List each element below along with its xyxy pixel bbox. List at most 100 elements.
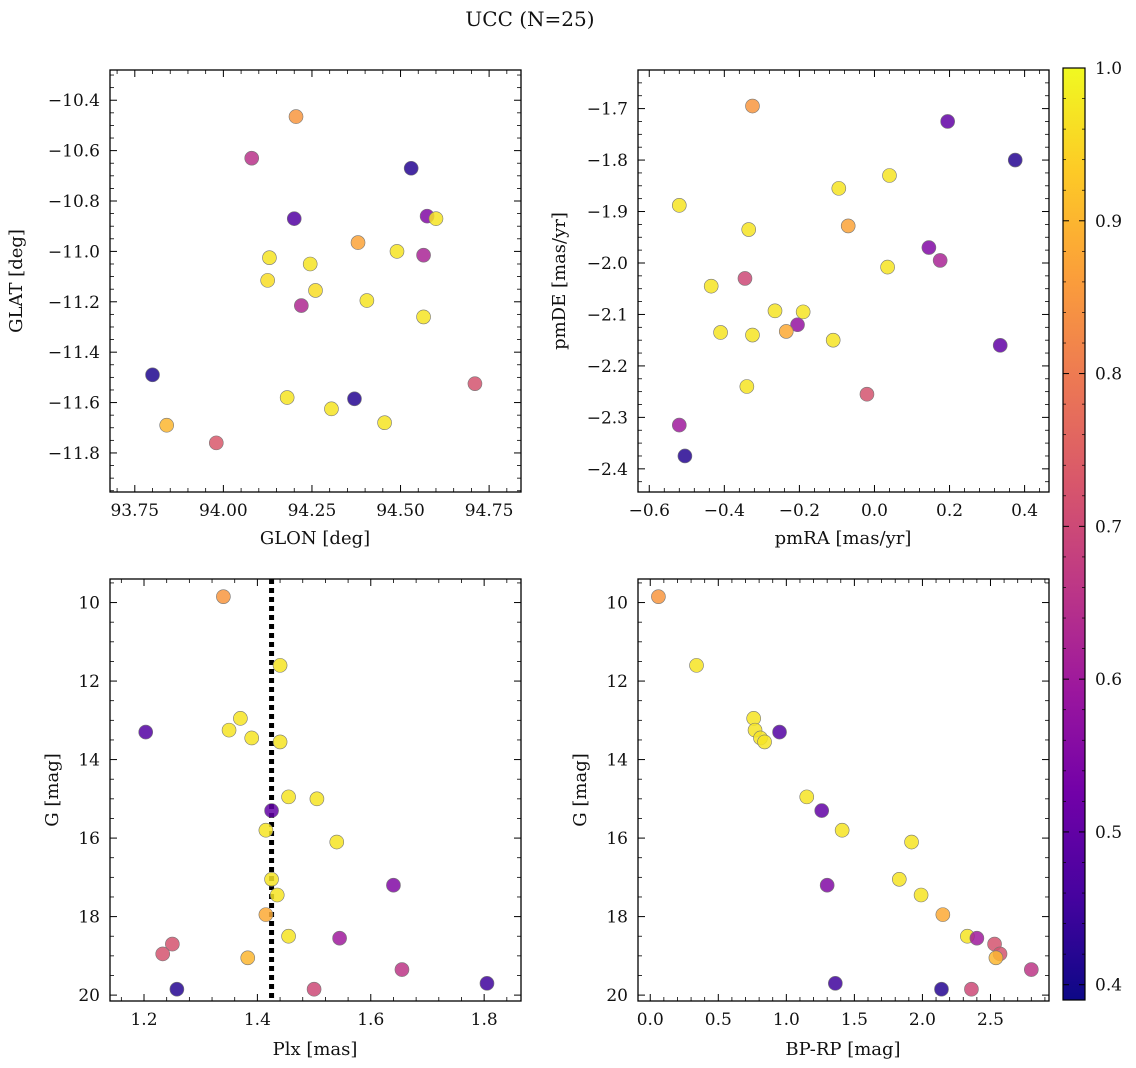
subplot-1: 93.75 94.00 94.25 94.50 94.75 −11.8 −11.6 −11.4… <box>6 69 522 549</box>
x-axis-label: GLON [deg] <box>260 528 370 549</box>
data-point <box>840 218 856 234</box>
y-tick-label: −10.6 <box>48 142 100 162</box>
x-tick-label: 94.50 <box>376 501 425 521</box>
data-point <box>332 930 347 946</box>
data-point <box>790 317 805 333</box>
data-point <box>138 724 154 740</box>
data-point <box>859 386 875 402</box>
x-axis-label: pmRA [mas/yr] <box>775 528 912 549</box>
y-tick-label: −2.2 <box>587 357 628 377</box>
data-point <box>216 589 231 604</box>
data-point <box>703 278 719 294</box>
y-tick-label: 20 <box>606 986 628 1006</box>
data-point <box>308 283 323 298</box>
x-tick-label: 2.5 <box>977 1010 1004 1030</box>
data-point <box>416 247 431 263</box>
colorbar-gradient-bar <box>1062 67 1086 1001</box>
y-tick-label: −11.8 <box>48 444 100 464</box>
y-tick-label: −1.8 <box>587 151 628 171</box>
colorbar-tick-label: 0.7 <box>1095 517 1122 537</box>
data-point <box>350 235 366 250</box>
axes-frame <box>637 578 1050 1002</box>
data-point <box>992 338 1008 353</box>
x-tick-label: −0.4 <box>704 501 745 521</box>
x-tick-label: 0.4 <box>1011 501 1038 521</box>
x-tick-label: 1.6 <box>357 1010 384 1030</box>
x-tick-label: 94.25 <box>288 501 337 521</box>
y-tick-label: 16 <box>606 829 628 849</box>
data-point <box>819 877 835 893</box>
data-point <box>272 734 288 750</box>
data-point <box>286 211 302 226</box>
y-tick-label: 14 <box>606 751 628 771</box>
x-tick-label: 2.0 <box>909 1010 936 1030</box>
data-point <box>155 946 171 962</box>
data-point <box>737 271 753 286</box>
data-point <box>258 907 274 922</box>
colorbar-tick-label: 1.0 <box>1095 59 1122 79</box>
data-point <box>689 658 704 673</box>
data-point <box>416 309 431 325</box>
data-point <box>269 887 285 903</box>
x-tick-label: 1.8 <box>471 1010 498 1030</box>
data-point <box>921 240 937 255</box>
data-point <box>479 976 495 991</box>
data-point <box>713 325 728 340</box>
x-tick-label: −0.2 <box>779 501 820 521</box>
data-point <box>757 734 772 750</box>
y-tick-label: 20 <box>78 986 100 1006</box>
data-point <box>651 589 666 604</box>
y-tick-label: −2.4 <box>587 460 628 480</box>
x-tick-label: 0.0 <box>637 1010 664 1030</box>
x-tick-label: 93.75 <box>110 501 159 521</box>
data-point <box>244 150 260 166</box>
figure-suptitle: UCC (N=25) <box>465 7 594 31</box>
y-tick-label: 16 <box>78 829 100 849</box>
data-point <box>294 298 309 313</box>
data-point <box>795 304 811 320</box>
data-point <box>913 887 929 903</box>
data-point <box>264 872 279 887</box>
subplot-3: 1.2 1.4 1.6 1.8 10 12 14 16 18 20 Plx [mas] G [mag] <box>42 578 522 1060</box>
colorbar-tick-label: 0.8 <box>1095 365 1122 385</box>
data-point <box>403 160 419 176</box>
axes-frame <box>109 578 522 1002</box>
data-point <box>767 303 783 319</box>
data-point <box>262 250 277 265</box>
data-point <box>814 803 830 818</box>
data-point <box>891 872 907 887</box>
y-tick-label: 10 <box>606 594 628 614</box>
data-point <box>1007 152 1023 168</box>
data-point <box>221 722 237 738</box>
subplot-4: 0.0 0.5 1.0 1.5 2.0 2.5 10 12 14 16 18 20 BP-RP [mag… <box>570 578 1050 1060</box>
data-point <box>828 976 843 991</box>
data-point <box>671 417 687 433</box>
data-point <box>988 950 1004 966</box>
y-tick-label: −11.0 <box>48 242 100 262</box>
data-point <box>882 168 897 183</box>
y-tick-label: −11.6 <box>48 394 100 414</box>
y-tick-label: 14 <box>78 751 100 771</box>
data-point <box>932 253 948 268</box>
y-tick-label: 12 <box>606 672 628 692</box>
colorbar-tick-label: 0.9 <box>1095 212 1122 232</box>
data-point <box>159 417 174 433</box>
y-tick-label: 18 <box>78 908 100 928</box>
x-tick-label: 1.0 <box>773 1010 800 1030</box>
data-point <box>258 822 274 838</box>
colorbar-tick-label: 0.5 <box>1095 823 1122 843</box>
data-point <box>306 981 322 997</box>
y-axis-label: pmDE [mas/yr] <box>549 212 570 350</box>
colorbar: 0.4 0.5 0.6 0.7 0.8 0.9 1.0 <box>1062 59 1122 1001</box>
data-point <box>1024 962 1039 977</box>
data-point <box>825 332 841 348</box>
subplots-group: 93.75 94.00 94.25 94.50 94.75 −11.8 −11.6 −11.4… <box>6 69 1050 1060</box>
x-tick-label: 1.2 <box>130 1010 157 1030</box>
y-axis-label: G [mag] <box>570 753 591 826</box>
x-tick-label: 0.0 <box>861 501 888 521</box>
data-point <box>935 907 951 922</box>
data-point <box>964 981 979 997</box>
data-point <box>272 658 288 673</box>
data-point <box>145 367 160 383</box>
data-point <box>389 244 405 259</box>
